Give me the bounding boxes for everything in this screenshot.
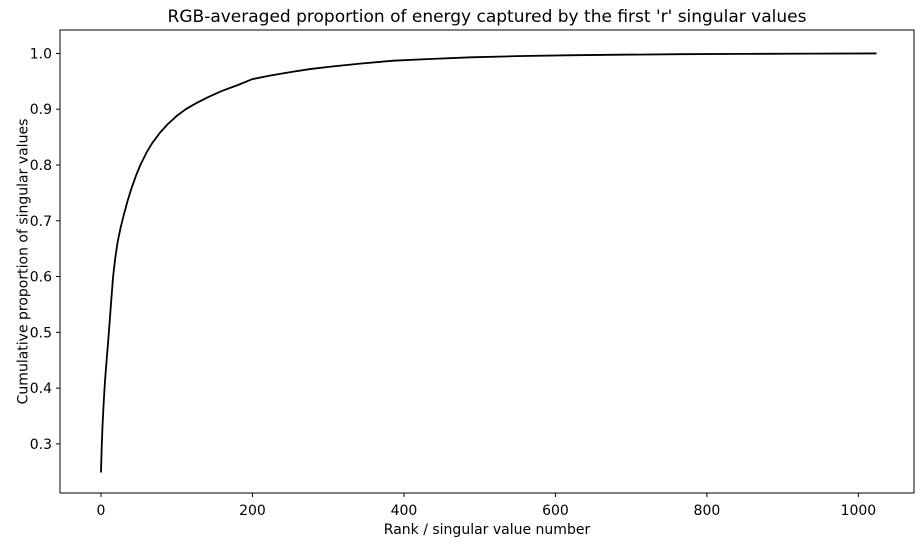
x-tick-label: 800 <box>694 503 721 519</box>
x-tick-label: 0 <box>97 503 106 519</box>
y-tick-label: 0.9 <box>30 102 52 118</box>
y-axis-label: Cumulative proportion of singular values <box>16 119 32 405</box>
chart-title: RGB-averaged proportion of energy captur… <box>168 7 807 27</box>
x-axis: 0 200 400 600 800 1000 <box>97 493 877 519</box>
x-tick-label: 600 <box>542 503 569 519</box>
y-tick-label: 0.8 <box>30 158 52 174</box>
plot-border <box>59 29 915 494</box>
series-group <box>100 52 877 473</box>
y-tick-label: 0.5 <box>30 325 52 341</box>
x-tick-label: 400 <box>391 503 418 519</box>
energy-curve <box>100 52 877 473</box>
y-tick-label: 0.7 <box>30 214 52 230</box>
x-axis-label: Rank / singular value number <box>384 522 591 538</box>
y-tick-label: 0.6 <box>30 270 52 286</box>
y-tick-label: 0.4 <box>30 381 52 397</box>
x-tick-label: 1000 <box>841 503 877 519</box>
y-tick-label: 0.3 <box>30 437 52 453</box>
y-tick-label: 1.0 <box>30 46 52 62</box>
x-tick-label: 200 <box>239 503 266 519</box>
y-axis: 0.3 0.4 0.5 0.6 0.7 0.8 0.9 1.0 <box>30 46 60 453</box>
